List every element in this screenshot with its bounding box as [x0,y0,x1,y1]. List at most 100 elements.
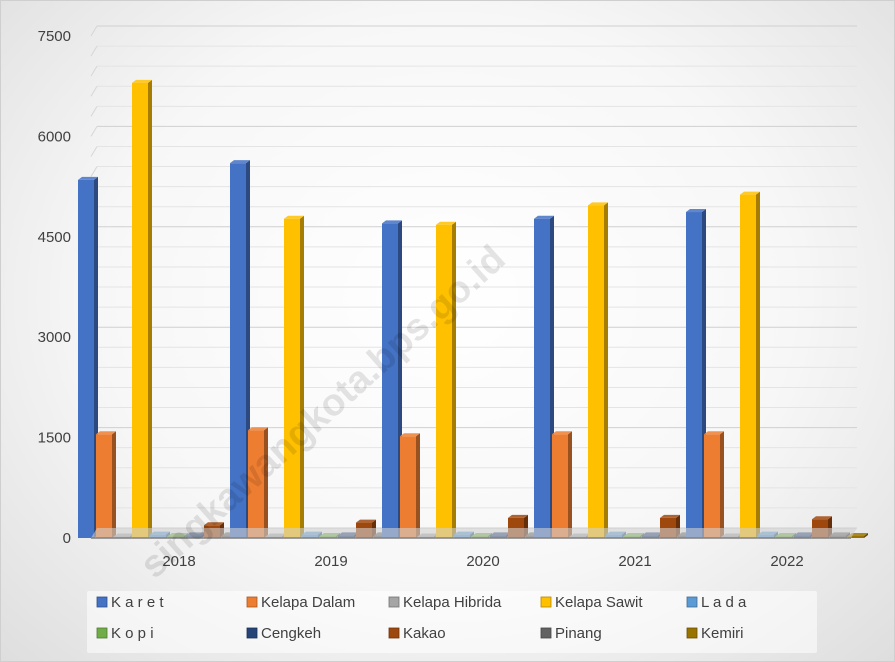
legend-item: Cengkeh [246,625,321,642]
y-tick-label: 6000 [38,128,71,145]
legend-label: K o p i [111,625,154,642]
bar-side [112,431,116,538]
bar-front [230,163,246,538]
bar [704,431,724,538]
gridline-connector [90,126,98,137]
bar-top [78,176,98,180]
bar-top [552,431,572,435]
bar [96,431,116,538]
bar [686,209,706,538]
bars [78,79,868,538]
bar-front [382,223,398,538]
bar-top [382,220,402,224]
bar-top [400,433,420,437]
bar-front [848,535,864,538]
x-tick-label: 2020 [466,553,499,570]
legend-item: Kelapa Hibrida [388,594,502,611]
bar-front [248,430,264,538]
bar-top [284,215,304,219]
bar-front [534,218,550,538]
legend-label: K a r e t [111,594,164,611]
y-tick-label: 0 [63,530,71,547]
bar-top [812,516,832,520]
bar-front [686,212,702,538]
bar-front [132,82,148,538]
bar-top [436,221,456,225]
bar-front [552,434,568,538]
x-tick-label: 2019 [314,553,347,570]
legend-swatch [686,627,698,639]
y-axis-ticks: 0 1500 3000 4500 6000 7500 [38,28,71,547]
bar-front [400,436,416,538]
bar [588,202,608,538]
x-tick-label: 2022 [770,553,803,570]
legend-swatch [388,596,400,608]
bar [284,215,304,538]
y-tick-label: 3000 [38,329,71,346]
legend-box [87,591,817,653]
gridline-connector [90,146,98,157]
bar-top [204,522,224,526]
legend-swatch [96,627,108,639]
gridline-connector [90,65,98,77]
legend-label: Kakao [403,625,446,642]
y-tick-label: 1500 [38,430,71,447]
bar-top [356,519,376,523]
bar-top [534,215,554,219]
legend-swatch [246,596,258,608]
legend-item: K o p i [96,625,154,642]
legend-label: L a d a [701,594,747,611]
bar [552,431,572,538]
x-tick-label: 2018 [162,553,195,570]
bar-side [300,215,304,538]
bar [740,191,760,538]
bar-top [96,431,116,435]
floor-plane [91,528,857,538]
legend-label: Cengkeh [261,625,321,642]
bar-top [740,191,760,195]
bar-top [508,514,528,518]
legend-swatch [686,596,698,608]
bar [382,220,402,538]
bar-top [660,514,680,518]
bar-front [284,218,300,538]
bar-top [704,431,724,435]
bar-side [264,427,268,538]
gridline-connector [90,25,98,37]
bar-side [416,433,420,538]
legend-swatch [540,596,552,608]
legend-label: Kelapa Hibrida [403,594,502,611]
chart-floor [91,528,857,539]
legend-item: Kelapa Dalam [246,594,355,611]
gridline-connector [90,45,98,57]
legend-item: Kelapa Sawit [540,594,643,611]
legend-label: Kelapa Sawit [555,594,643,611]
gridline-connector [90,106,98,117]
x-axis-ticks: 2018 2019 2020 2021 2022 [162,553,803,570]
bar-front [740,194,756,538]
bar-front [704,434,720,538]
bar-side [148,79,152,538]
legend-swatch [540,627,552,639]
legend-swatch [388,627,400,639]
x-tick-label: 2021 [618,553,651,570]
legend-item: Kemiri [686,625,744,642]
bar-side [452,221,456,538]
gridline-connector [90,85,98,97]
bar-front [588,205,604,538]
bar [78,176,98,538]
legend-item: K a r e t [96,594,164,611]
y-tick-label: 7500 [38,28,71,45]
bar-front [96,434,112,538]
legend-item: Kakao [388,625,446,642]
legend-label: Kelapa Dalam [261,594,355,611]
bar-top [588,202,608,206]
bar [248,427,268,538]
bar-side [568,431,572,538]
bar-side [756,191,760,538]
gridlines [90,25,857,539]
legend: K a r e t Kelapa Dalam Kelapa Hibrida Kelap… [87,591,817,653]
legend-label: Pinang [555,625,602,642]
